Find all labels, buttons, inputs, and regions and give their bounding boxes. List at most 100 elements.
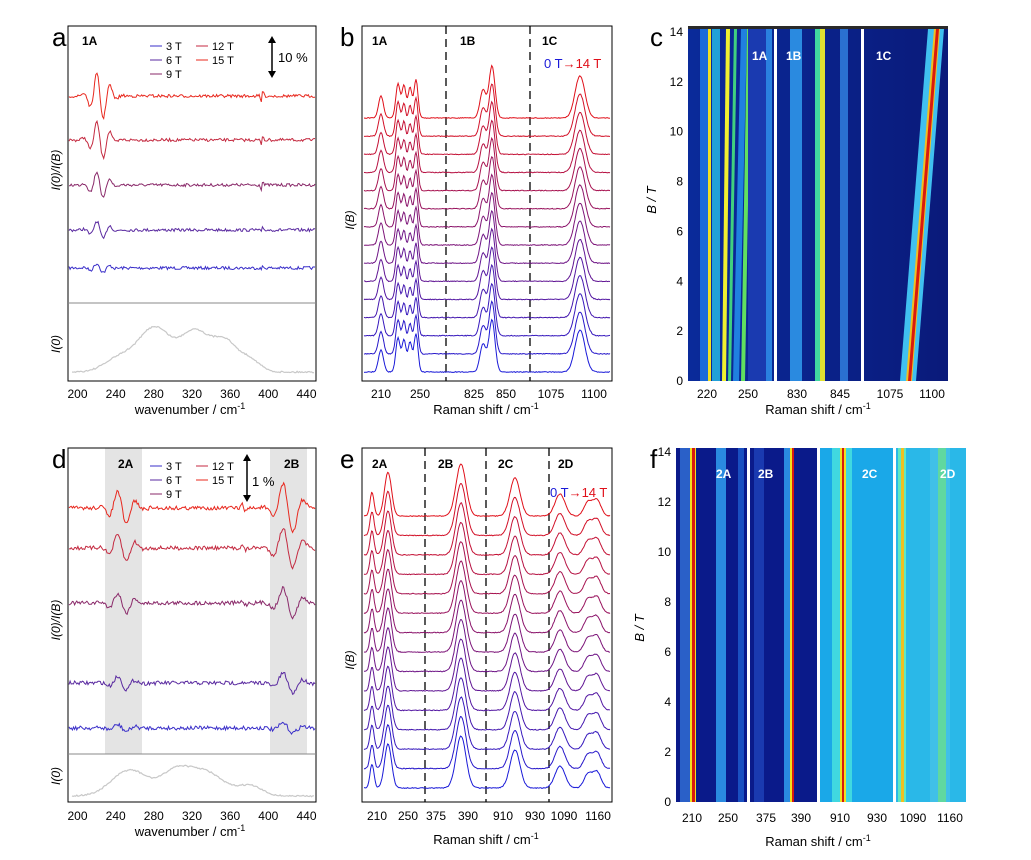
legend-d-9T: 9 T — [166, 489, 182, 501]
heatmap-band — [712, 29, 720, 381]
ytick-label: 6 — [664, 645, 671, 659]
legend-d-15T: 15 T — [212, 475, 234, 487]
panel-letter-d: d — [52, 444, 66, 474]
xtick-label: 360 — [220, 809, 240, 823]
svg-text:210: 210 — [367, 809, 387, 823]
heatmap-band — [766, 29, 772, 381]
svg-text:830: 830 — [787, 387, 807, 401]
ytick-label: 10 — [658, 545, 672, 559]
svg-text:250: 250 — [718, 811, 738, 825]
svg-text:1090: 1090 — [900, 811, 927, 825]
heatmap-band — [820, 29, 825, 381]
trace-3T — [68, 721, 316, 736]
panel-d-scale-label: 1 % — [252, 474, 275, 489]
panel-d-band-2A — [105, 448, 142, 754]
panel-b-xlabel: Raman shift / cm-1 — [433, 401, 539, 417]
svg-text:930: 930 — [525, 809, 545, 823]
panel-a-xlabel: wavenumber / cm-1 — [134, 401, 246, 417]
panel-d: 2A 2B 3 T 6 T 9 T 12 T 15 T 1 % 200 240 28… — [49, 447, 317, 839]
raman-trace — [363, 83, 610, 138]
trace-6T — [68, 220, 316, 240]
xtick-label: 200 — [67, 387, 87, 401]
raman-trace — [363, 735, 611, 790]
ytick-label: 8 — [664, 595, 671, 609]
trace-9T — [68, 586, 316, 620]
trace-12T — [68, 527, 316, 570]
panel-a-region-1A: 1A — [82, 34, 98, 48]
legend-a-12T: 12 T — [212, 41, 234, 53]
xtick-label: 240 — [106, 809, 126, 823]
raman-trace — [363, 64, 611, 119]
panel-f-ylabel: B / T — [632, 613, 647, 642]
panel-d-legend: 3 T 6 T 9 T 12 T 15 T — [150, 461, 234, 501]
raman-trace — [363, 136, 611, 192]
svg-text:390: 390 — [458, 809, 478, 823]
panel-d-frame — [67, 447, 317, 803]
ytick-label: 8 — [676, 175, 683, 189]
heatmap-band — [792, 448, 794, 802]
svg-text:375: 375 — [756, 811, 776, 825]
xtick-label: 360 — [220, 387, 240, 401]
panel-b-region-1A: 1A — [372, 34, 388, 48]
raman-trace — [363, 541, 611, 595]
panel-d-ylabel-bottom: I(0) — [49, 767, 63, 785]
svg-text:390: 390 — [791, 811, 811, 825]
panel-c-region-1A: 1A — [752, 49, 768, 63]
heatmap-band — [716, 448, 726, 802]
panel-c: 1A 1B 1C 0 2 4 6 8 10 12 14 220 250 830 845 107… — [644, 25, 948, 417]
heatmap-band — [700, 29, 708, 381]
panel-a-scale-bar: 10 % — [268, 36, 308, 78]
heatmap-band — [748, 29, 768, 381]
panel-c-ylabel: B / T — [644, 185, 659, 214]
panel-e-xticks: 210 250 375 390 910 930 1090 1160 — [367, 809, 611, 823]
raman-trace — [363, 715, 611, 770]
panel-c-xticks: 220 250 830 845 1075 1100 — [697, 387, 945, 401]
ytick-label: 4 — [676, 274, 683, 288]
heatmap-band — [728, 29, 737, 381]
panel-f-yticks: 0 2 4 6 8 10 12 14 — [658, 445, 672, 809]
xtick-label: 400 — [258, 387, 278, 401]
panel-b-region-1B: 1B — [460, 34, 476, 48]
heatmap-band — [754, 448, 764, 802]
svg-text:1160: 1160 — [937, 811, 963, 825]
trace-9T — [69, 171, 316, 198]
ytick-label: 10 — [670, 125, 684, 139]
legend-d-3T: 3 T — [166, 461, 182, 473]
panel-a-ylabel-bottom: I(0) — [49, 335, 63, 353]
panel-e-region-2B: 2B — [438, 457, 454, 471]
svg-text:1100: 1100 — [919, 387, 945, 401]
panel-a-traces — [68, 72, 316, 273]
panel-a-frame — [67, 25, 317, 382]
panel-letter-b: b — [340, 22, 354, 52]
ytick-label: 2 — [676, 324, 683, 338]
xtick-label: 240 — [106, 387, 126, 401]
raman-trace — [363, 483, 611, 537]
svg-text:220: 220 — [697, 387, 717, 401]
panel-a-ylabel-top: I(0)/I(B) — [49, 150, 63, 191]
svg-text:910: 910 — [493, 809, 513, 823]
svg-text:910: 910 — [830, 811, 850, 825]
heatmap-band — [901, 448, 904, 802]
panel-d-traces — [68, 481, 316, 736]
panel-e-field-range: 0 T→14 T — [550, 485, 607, 500]
svg-text:210: 210 — [371, 387, 391, 401]
legend-a-3T: 3 T — [166, 41, 182, 53]
ytick-label: 6 — [676, 224, 683, 238]
heatmap-band — [708, 29, 711, 381]
panel-f-region-2D: 2D — [940, 467, 956, 481]
panel-a-xticks: 200 240 280 320 360 400 440 — [67, 387, 316, 401]
ytick-label: 12 — [658, 495, 672, 509]
panel-d-region-2A: 2A — [118, 457, 134, 471]
heatmap-band — [790, 29, 802, 381]
panel-b-region-1C: 1C — [542, 34, 558, 48]
panel-letter-e: e — [340, 444, 354, 474]
legend-d-6T: 6 T — [166, 475, 182, 487]
heatmap-band — [908, 29, 939, 381]
panel-d-band-2B — [270, 448, 307, 754]
panel-b-frame — [361, 25, 613, 382]
heatmap-band — [738, 448, 744, 802]
xtick-label: 440 — [296, 387, 316, 401]
panel-f-bands — [680, 448, 950, 802]
svg-text:250: 250 — [398, 809, 418, 823]
heatmap-band — [692, 448, 695, 802]
